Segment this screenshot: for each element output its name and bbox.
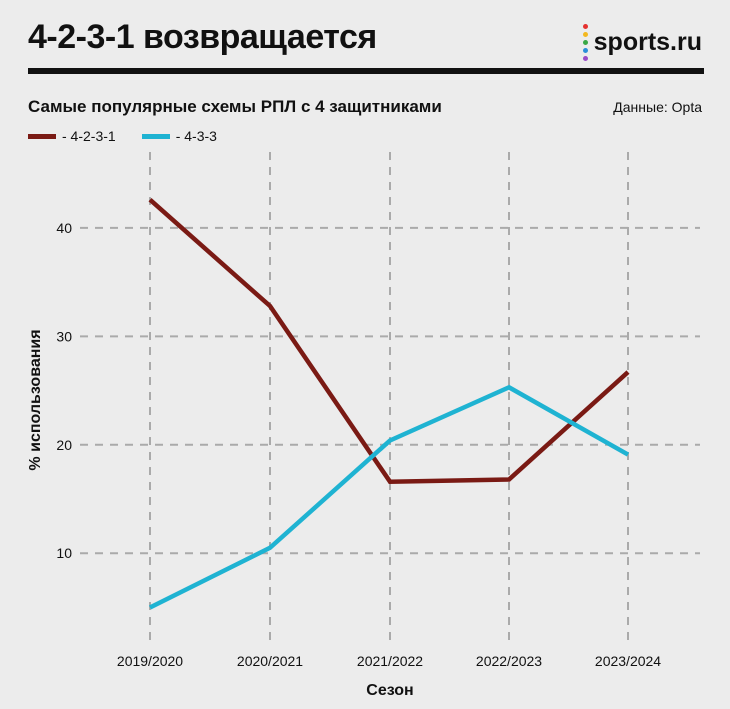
y-tick-label: 30 [56,328,72,344]
header-rule [28,68,704,74]
chart-subtitle: Самые популярные схемы РПЛ с 4 защитника… [28,97,442,116]
data-source: Данные: Opta [613,99,702,115]
brand-dot [582,24,588,29]
brand-logo: sports.ru [582,24,702,61]
x-tick-label: 2020/2021 [237,653,303,669]
x-tick-label: 2019/2020 [117,653,183,669]
legend-swatch-4231 [28,133,56,139]
legend-label-433: - 4-3-3 [175,128,217,144]
headline: 4-2-3-1 возвращается [28,18,377,56]
legend-item-4231: - 4-2-3-1 [28,128,116,144]
x-tick-label: 2021/2022 [357,653,423,669]
brand-dot [582,48,588,53]
y-axis-title: % использования [27,329,44,470]
series-line-433 [148,384,630,610]
brand-dot [582,40,588,45]
x-axis-title: Сезон [366,682,413,699]
legend-swatch-433 [141,133,170,139]
brand-dot [582,32,588,37]
x-tick-label: 2023/2024 [595,653,661,669]
brand-dot [582,56,588,61]
legend-label-4231: - 4-2-3-1 [62,128,116,144]
brand-dots-icon [582,24,588,61]
legend: - 4-2-3-1 - 4-3-3 [28,128,243,144]
x-tick-label: 2022/2023 [476,653,542,669]
brand-name: sports.ru [593,28,702,56]
y-tick-label: 20 [56,437,72,453]
series-line-4231 [148,198,630,484]
y-tick-label: 10 [56,545,72,561]
y-tick-label: 40 [56,220,72,236]
legend-item-433: - 4-3-3 [141,128,217,144]
